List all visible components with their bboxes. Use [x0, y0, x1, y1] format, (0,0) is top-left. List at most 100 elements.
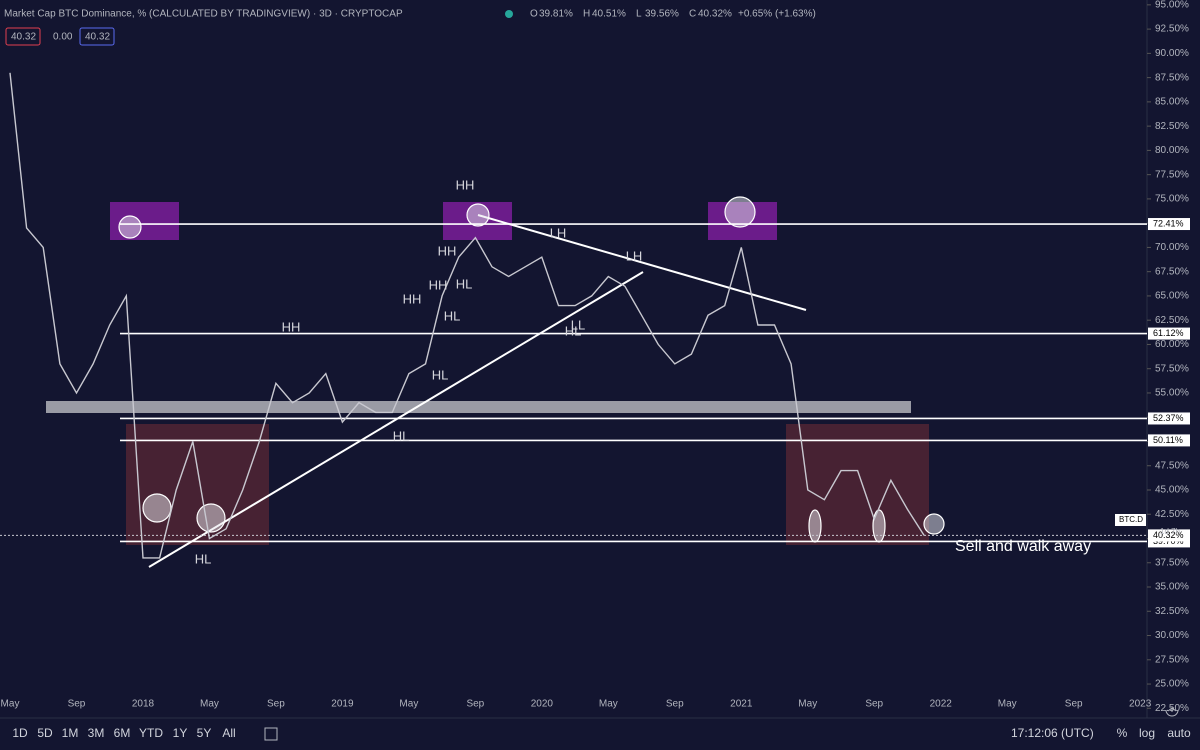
x-tick-label: May [998, 699, 1017, 710]
annotation: HH [282, 319, 301, 334]
clock: 17:12:06 (UTC) [1011, 726, 1094, 740]
symbol: BTC.D [1119, 515, 1143, 524]
marker-circle [466, 203, 490, 227]
ohlc-key: C [689, 9, 696, 20]
settings-icon[interactable] [1165, 707, 1179, 717]
price-tag [1148, 434, 1190, 447]
ohlc-value: 39.81% [539, 9, 573, 20]
x-tick-label: May [399, 699, 418, 710]
x-tick-label: 2019 [331, 699, 354, 710]
price-tag [1148, 218, 1190, 231]
ohlc-key: L [636, 9, 642, 20]
x-tick-label: 2021 [730, 699, 753, 710]
annotation: HH [429, 277, 448, 292]
market-status [505, 10, 513, 18]
countdown: 1d 7h [1160, 527, 1180, 536]
compare-icon[interactable] [264, 727, 278, 741]
y-tick-label: 55.00% [1155, 388, 1189, 399]
range-button[interactable]: 5D [37, 726, 53, 740]
y-tick-label: 70.00% [1155, 242, 1189, 253]
range-button[interactable]: 6M [114, 726, 131, 740]
annotation: HH [456, 177, 475, 192]
range-button[interactable]: All [222, 726, 235, 740]
y-tick-label: 45.00% [1155, 485, 1189, 496]
chart-title: Market Cap BTC Dominance, % (CALCULATED … [4, 9, 403, 20]
y-tick-label: 27.50% [1155, 654, 1189, 665]
y-tick-label: 75.00% [1155, 194, 1189, 205]
marker-circle [118, 215, 142, 239]
range-button[interactable]: 1M [62, 726, 79, 740]
annotation: HL [195, 551, 212, 566]
badge-text: 0.00 [53, 32, 73, 43]
ohlc-key: H [583, 9, 590, 20]
y-tick-label: 25.00% [1155, 679, 1189, 690]
range-button[interactable]: 5Y [197, 726, 212, 740]
annotation: HL [444, 308, 461, 323]
marker-circle [872, 509, 886, 543]
y-tick-label: 80.00% [1155, 145, 1189, 156]
x-tick-label: Sep [1065, 699, 1083, 710]
marker-circle [142, 493, 172, 523]
x-tick-label: 2020 [531, 699, 554, 710]
y-tick-label: 47.50% [1155, 460, 1189, 471]
range-button[interactable]: 1Y [173, 726, 188, 740]
price-tag [1148, 529, 1190, 542]
range-button[interactable]: 3M [88, 726, 105, 740]
marker-circle [724, 196, 756, 228]
annotation: LH [626, 248, 643, 263]
x-tick-label: 2022 [930, 699, 953, 710]
ohlc-value: 39.56% [645, 9, 679, 20]
x-tick-label: May [798, 699, 817, 710]
y-tick-label: 57.50% [1155, 363, 1189, 374]
y-tick-label: 77.50% [1155, 169, 1189, 180]
marker-circle [196, 503, 226, 533]
y-tick-label: 90.00% [1155, 48, 1189, 59]
y-tick-label: 62.50% [1155, 315, 1189, 326]
y-tick-label: 32.50% [1155, 606, 1189, 617]
x-tick-label: Sep [466, 699, 484, 710]
annotation: LL [571, 317, 585, 332]
annotation: HL [565, 323, 582, 338]
x-tick-label: May [1, 699, 20, 710]
badge-text: 40.32 [11, 32, 36, 43]
y-tick-label: 35.00% [1155, 582, 1189, 593]
scale-button[interactable]: log [1139, 726, 1155, 740]
y-tick-label: 92.50% [1155, 24, 1189, 35]
badge [5, 27, 41, 46]
y-tick-label: 95.00% [1155, 0, 1189, 10]
ohlc-value: 40.32% [698, 9, 732, 20]
symbol-tag [1115, 514, 1146, 526]
x-tick-label: May [200, 699, 219, 710]
price-line [9, 72, 925, 559]
annotation: LH [550, 225, 567, 240]
support-band [46, 401, 911, 413]
scale-button[interactable]: % [1117, 726, 1128, 740]
change: +0.65% (+1.63%) [738, 9, 816, 20]
zone-box [126, 424, 269, 545]
price-tag-label: 61.12% [1153, 328, 1184, 338]
y-tick-label: 85.00% [1155, 97, 1189, 108]
price-tag-label: 40.32% [1153, 530, 1184, 540]
y-tick-label: 65.00% [1155, 291, 1189, 302]
y-tick-label: 87.50% [1155, 72, 1189, 83]
range-button[interactable]: YTD [139, 726, 163, 740]
x-tick-label: May [599, 699, 618, 710]
y-tick-label: 22.50% [1155, 703, 1189, 714]
annotation: HH [403, 291, 422, 306]
ohlc-value: 40.51% [592, 9, 626, 20]
price-tag-label: 72.41% [1153, 218, 1184, 228]
marker-circle [808, 509, 822, 543]
price-tag [1148, 327, 1190, 340]
x-tick-label: Sep [865, 699, 883, 710]
marker-circle [923, 513, 945, 535]
annotation: HL [456, 276, 473, 291]
y-tick-label: 37.50% [1155, 557, 1189, 568]
annotation: Sell and walk away [955, 538, 1091, 555]
range-button[interactable]: 1D [12, 726, 28, 740]
scale-button[interactable]: auto [1167, 726, 1191, 740]
x-tick-label: Sep [666, 699, 684, 710]
badge [79, 27, 115, 46]
annotation: HH [438, 243, 457, 258]
